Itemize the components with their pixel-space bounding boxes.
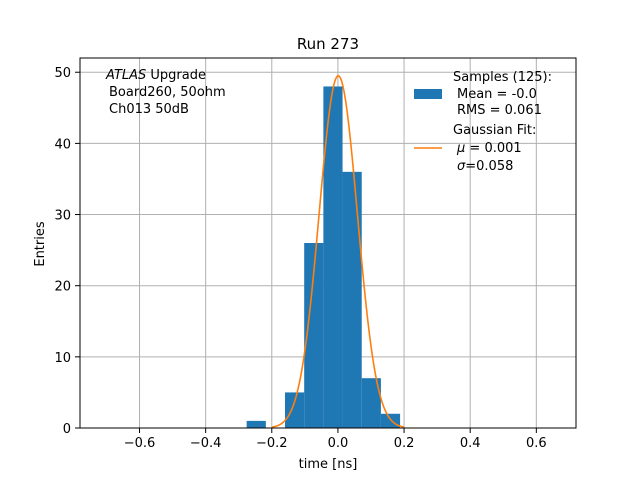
legend-fit-mu-symbol: μ (456, 141, 465, 156)
histogram-bar (361, 378, 381, 428)
y-tick-label: 50 (54, 66, 71, 81)
y-tick-label: 0 (63, 422, 71, 437)
annotation-channel: Ch013 50dB (109, 102, 189, 117)
x-tick-label: 0.2 (394, 436, 415, 451)
x-axis-label: time [ns] (299, 457, 358, 472)
histogram-bars (246, 86, 401, 428)
legend-samples-mean: Mean = -0.0 (457, 87, 537, 102)
x-tick-label: 0.6 (526, 436, 547, 451)
y-tick-label: 30 (54, 209, 71, 224)
histogram-bar (380, 413, 401, 428)
x-tick-label: −0.2 (256, 436, 288, 451)
y-tick-label: 10 (54, 351, 71, 366)
y-axis-label: Entries (33, 221, 48, 267)
annotation-experiment-suffix: Upgrade (146, 68, 206, 83)
x-tick-label: 0.0 (328, 436, 349, 451)
x-tick-label: −0.4 (190, 436, 222, 451)
plot-frame (79, 57, 577, 429)
legend-fit-mu-value: = 0.001 (465, 141, 521, 156)
y-tick-label: 40 (54, 137, 71, 152)
legend-fit-sigma-symbol: σ (457, 159, 466, 174)
legend: Samples (125): Mean = -0.0 RMS = 0.061 G… (414, 70, 552, 174)
legend-fit-sigma-value: =0.058 (465, 159, 513, 174)
legend-fit-title: Gaussian Fit: (453, 123, 536, 138)
annotation-block: ATLAS Upgrade Board260, 50ohm Ch013 50dB (105, 68, 226, 117)
histogram-bar (246, 420, 266, 428)
plot-area: −0.6 −0.4 −0.2 0.0 0.2 0.4 0.6 0 10 20 30 40 50 (54, 57, 577, 451)
annotation-board: Board260, 50ohm (109, 85, 226, 100)
histogram-bar (323, 86, 343, 428)
legend-samples-swatch (414, 89, 442, 99)
annotation-experiment: ATLAS Upgrade (105, 68, 206, 83)
y-tick-label: 20 (54, 280, 71, 295)
legend-samples-rms: RMS = 0.061 (457, 103, 542, 118)
x-tick-label: 0.4 (460, 436, 481, 451)
legend-samples-title: Samples (125): (453, 70, 552, 85)
legend-fit-mu: μ = 0.001 (456, 141, 522, 156)
x-axis-ticks: −0.6 −0.4 −0.2 0.0 0.2 0.4 0.6 (124, 428, 547, 451)
chart-title: Run 273 (297, 35, 359, 53)
x-tick-label: −0.6 (124, 436, 156, 451)
histogram-bar (342, 171, 362, 428)
legend-fit-sigma: σ=0.058 (457, 159, 513, 174)
gaussian-fit-curve (271, 75, 405, 428)
annotation-experiment-name: ATLAS (105, 68, 146, 83)
histogram-bar (304, 243, 324, 428)
y-axis-ticks: 0 10 20 30 40 50 (54, 66, 80, 437)
histogram-bar (285, 392, 305, 428)
